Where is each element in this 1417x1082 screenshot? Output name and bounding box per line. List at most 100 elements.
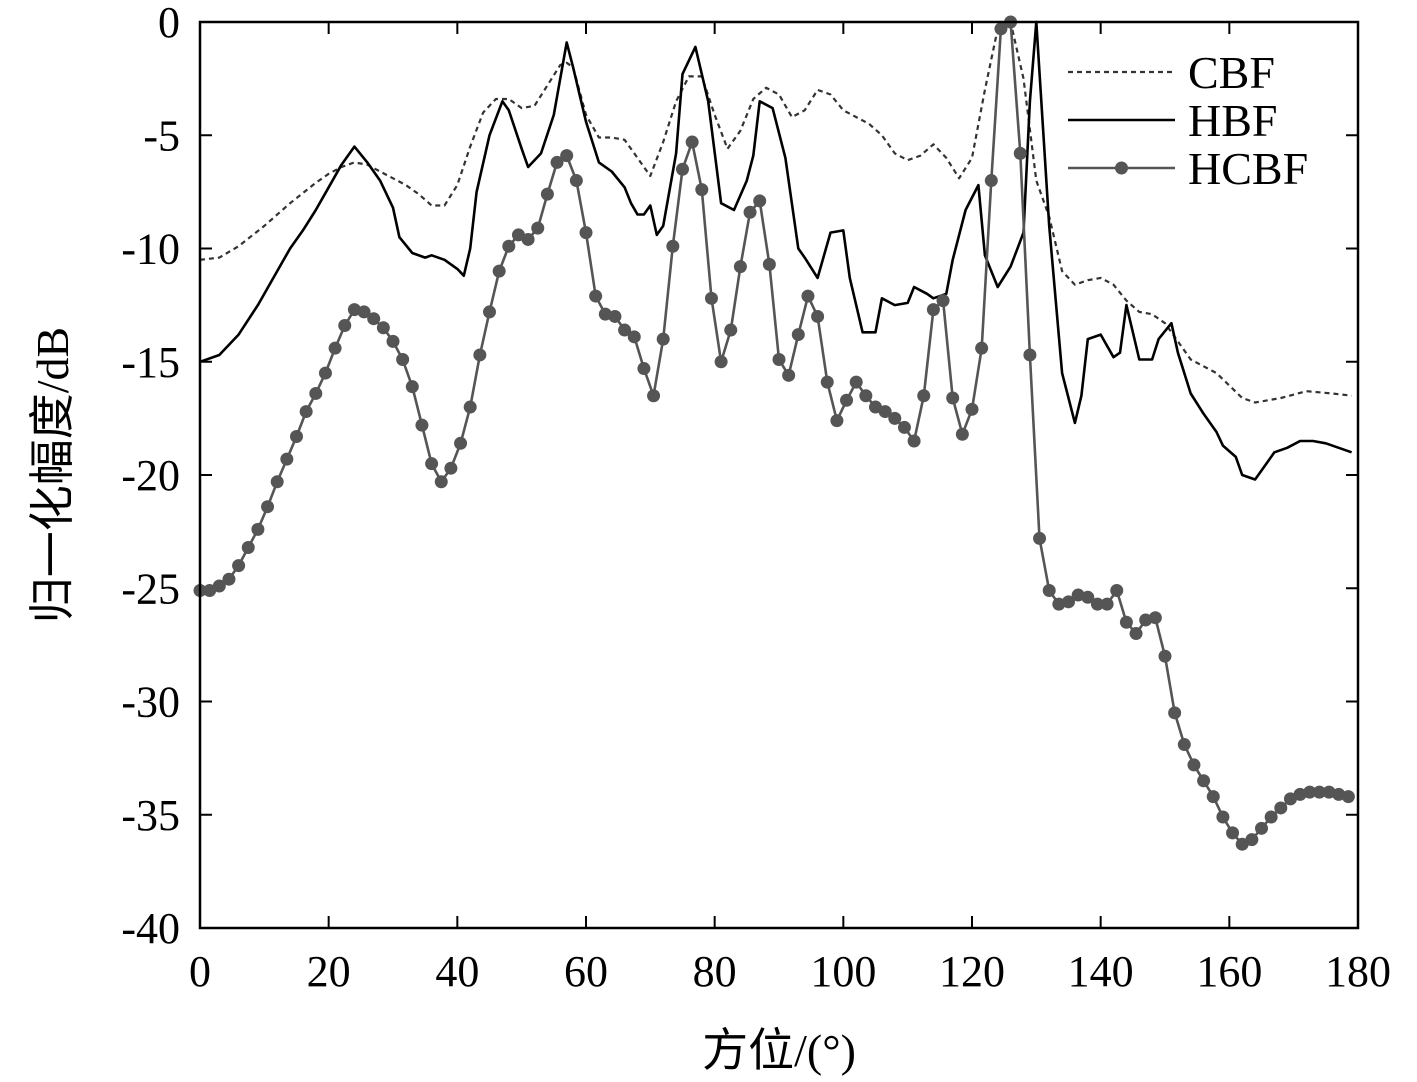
y-tick-label-4: -20 <box>121 451 180 500</box>
data-point-hcbf <box>897 420 911 434</box>
data-point-hcbf <box>328 341 342 355</box>
data-point-hcbf <box>357 305 371 319</box>
data-point-hcbf <box>801 289 815 303</box>
data-point-hcbf <box>405 380 419 394</box>
data-point-hcbf <box>637 362 651 376</box>
data-point-hcbf <box>1206 790 1220 804</box>
y-axis-title: 归一化幅度/dB <box>27 327 78 623</box>
data-point-hcbf <box>762 257 776 271</box>
y-tick-label-8: -40 <box>121 904 180 953</box>
x-tick-label-9: 180 <box>1325 947 1391 996</box>
data-point-hcbf <box>251 522 265 536</box>
data-point-hcbf <box>1283 792 1297 806</box>
legend-label-cbf: CBF <box>1188 47 1275 98</box>
data-point-hcbf <box>618 323 632 337</box>
data-point-hcbf <box>1187 758 1201 772</box>
y-tick-label-6: -30 <box>121 678 180 727</box>
y-tick-label-1: -5 <box>143 111 180 160</box>
data-point-hcbf <box>386 334 400 348</box>
data-point-hcbf <box>483 305 496 319</box>
data-point-hcbf <box>946 391 960 405</box>
x-tick-label-6: 120 <box>939 947 1005 996</box>
data-point-hcbf <box>1216 810 1230 824</box>
data-point-hcbf <box>232 559 246 573</box>
data-point-hcbf <box>647 389 661 403</box>
data-point-hcbf <box>1312 785 1326 799</box>
data-point-hcbf <box>1090 597 1104 611</box>
data-point-hcbf <box>299 405 313 419</box>
data-point-hcbf <box>772 352 786 366</box>
data-point-hcbf <box>261 500 275 514</box>
data-point-hcbf <box>1274 801 1288 815</box>
data-point-hcbf <box>1303 785 1317 799</box>
data-point-hcbf <box>1119 615 1133 629</box>
data-point-hcbf <box>396 352 410 366</box>
data-point-hcbf <box>1158 649 1172 663</box>
series-line-hbf <box>199 20 1353 481</box>
data-point-hcbf <box>704 291 718 305</box>
x-tick-label-1: 20 <box>307 947 351 996</box>
data-point-hcbf <box>724 323 738 337</box>
y-tick-label-2: -10 <box>121 225 180 274</box>
data-point-hcbf <box>241 540 255 554</box>
x-axis-title: 方位/(°) <box>702 1025 856 1076</box>
x-tick-label-4: 80 <box>693 947 737 996</box>
data-point-hcbf <box>1235 837 1249 851</box>
data-point-hcbf <box>840 393 854 407</box>
x-tick-label-0: 0 <box>189 947 211 996</box>
data-point-hcbf <box>1245 833 1259 847</box>
legend-label-hbf: HBF <box>1188 95 1277 146</box>
data-point-hcbf <box>926 303 940 317</box>
data-point-hcbf <box>1033 531 1047 545</box>
data-point-hcbf <box>212 579 226 593</box>
data-point-hcbf <box>1264 810 1278 824</box>
data-point-hcbf <box>579 226 593 240</box>
data-point-hcbf <box>849 375 863 389</box>
x-tick-labels: 0 20 40 60 80 100 120 140 160 180 <box>189 947 1391 996</box>
x-tick-label-5: 100 <box>810 947 876 996</box>
data-point-hcbf <box>502 239 516 253</box>
data-point-hcbf <box>560 149 574 163</box>
series-hbf <box>199 20 1353 481</box>
series-layer <box>193 15 1355 851</box>
data-point-hcbf <box>733 260 747 274</box>
series-cbf <box>199 20 1352 404</box>
data-point-hcbf <box>1110 584 1124 598</box>
plot-frame <box>198 20 1360 930</box>
x-tick-label-2: 40 <box>435 947 479 996</box>
data-point-hcbf <box>869 400 882 414</box>
data-point-hcbf <box>434 475 448 489</box>
data-point-hcbf <box>1148 611 1162 625</box>
data-point-hcbf <box>425 457 439 471</box>
data-point-hcbf <box>531 221 545 235</box>
data-point-hcbf <box>521 232 535 246</box>
data-point-hcbf <box>1168 706 1182 720</box>
data-point-hcbf <box>743 205 757 219</box>
data-point-hcbf <box>473 348 487 362</box>
data-point-hcbf <box>589 289 603 303</box>
data-point-hcbf <box>936 294 950 308</box>
data-point-hcbf <box>1255 821 1268 835</box>
data-point-hcbf <box>280 452 294 466</box>
y-tick-label-3: -15 <box>121 338 180 387</box>
y-tick-label-0: 0 <box>158 0 180 47</box>
data-point-hcbf <box>907 434 921 448</box>
data-point-hcbf <box>811 309 825 323</box>
axis-ticks <box>199 21 1359 929</box>
data-point-hcbf <box>888 411 902 425</box>
data-point-hcbf <box>965 402 979 416</box>
data-point-hcbf <box>1023 348 1037 362</box>
data-point-hcbf <box>994 22 1008 36</box>
data-point-hcbf <box>608 309 622 323</box>
data-point-hcbf <box>830 414 844 428</box>
data-point-hcbf <box>569 174 583 188</box>
series-hcbf <box>193 15 1355 851</box>
x-tick-label-8: 160 <box>1196 947 1262 996</box>
data-point-hcbf <box>917 389 931 403</box>
data-point-hcbf <box>753 194 767 208</box>
data-point-hcbf <box>222 572 236 586</box>
data-point-hcbf <box>511 228 525 242</box>
data-point-hcbf <box>550 155 564 169</box>
